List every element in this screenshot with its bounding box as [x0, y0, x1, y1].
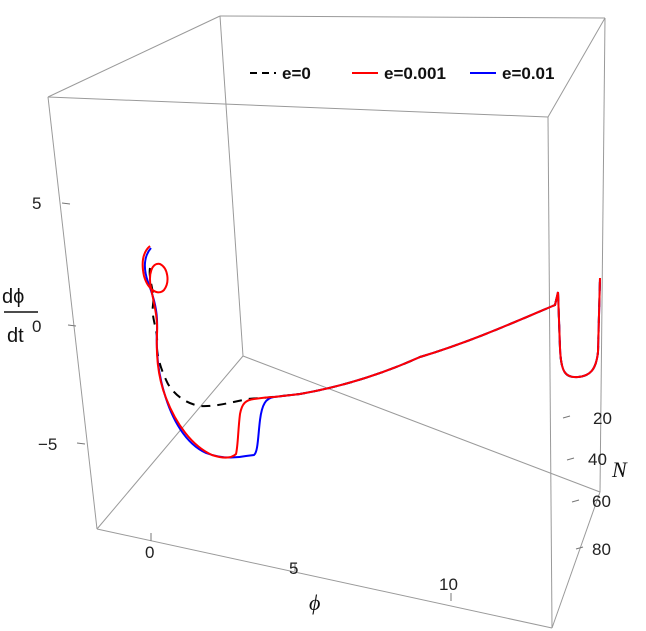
plot-box: [47, 15, 606, 629]
z-tick-label-5: 5: [32, 194, 41, 213]
x-axis-title: ϕ: [309, 590, 320, 615]
tick-marks: [61, 202, 584, 601]
z-axis-title-bottom: dt: [7, 325, 24, 347]
series-line-e0: [148, 267, 601, 408]
x-tick-label-10: 10: [439, 575, 458, 594]
y-tick-label-40: 40: [588, 450, 607, 469]
z-axis-title-top: dϕ: [2, 286, 24, 308]
y-tick-label-80: 80: [592, 540, 611, 559]
z-axis-title: dϕ dt: [2, 286, 38, 347]
legend: e=0 e=0.001 e=0.01: [250, 64, 554, 83]
curves: [141, 245, 601, 459]
z-tick-label-0: 0: [32, 317, 41, 336]
x-tick-label-5: 5: [289, 559, 298, 578]
series-line-e001: [143, 247, 601, 459]
legend-label-e0: e=0: [282, 64, 311, 83]
y-axis-title: N: [611, 457, 628, 482]
series-line-e0001: [141, 245, 601, 459]
legend-label-e0001: e=0.001: [384, 64, 446, 83]
legend-label-e001: e=0.01: [502, 64, 554, 83]
x-tick-label-0: 0: [145, 543, 154, 562]
legend-item-e001: e=0.01: [470, 64, 554, 83]
y-tick-label-20: 20: [593, 409, 612, 428]
y-tick-label-60: 60: [592, 492, 611, 511]
legend-item-e0: e=0: [250, 64, 311, 83]
legend-item-e0001: e=0.001: [352, 64, 446, 83]
z-tick-label-minus5: −5: [38, 435, 57, 454]
